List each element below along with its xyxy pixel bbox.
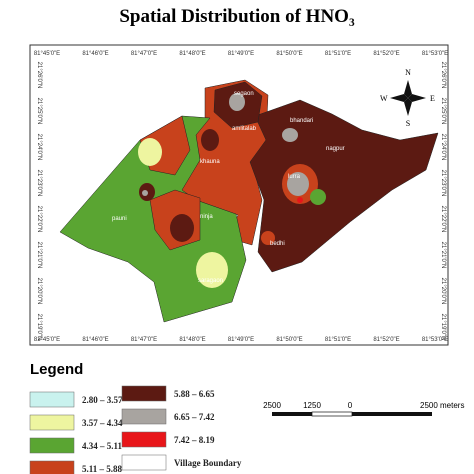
compass-n: N bbox=[405, 68, 411, 77]
legend-swatch bbox=[29, 460, 75, 474]
legend-swatch bbox=[121, 454, 167, 471]
village-label: lurra bbox=[288, 174, 301, 180]
region bbox=[249, 99, 439, 273]
village-labels: segaon amlitalab khauna bhandari lurra nagpur… bbox=[112, 91, 345, 284]
lat-label: 21°22'0"N bbox=[36, 206, 42, 233]
legend-swatch bbox=[29, 414, 75, 431]
lat-label: 21°19'0"N bbox=[36, 314, 42, 341]
lat-label: 21°26'0"N bbox=[36, 62, 42, 89]
lon-label: 81°49'0"E bbox=[228, 51, 254, 57]
zone bbox=[261, 231, 275, 245]
village-label: ninja bbox=[200, 214, 213, 220]
zone bbox=[170, 214, 194, 242]
title: Spatial Distribution of HNO₃ bbox=[119, 6, 355, 27]
zone bbox=[138, 138, 162, 166]
lon-label: 81°48'0"E bbox=[179, 337, 205, 343]
lon-label: 81°53'0"E bbox=[422, 337, 448, 343]
village-label: amlitalab bbox=[232, 126, 257, 132]
legend-label: 3.57 – 4.34 bbox=[82, 418, 123, 428]
scale-seg bbox=[311, 411, 353, 417]
zone bbox=[201, 129, 219, 151]
legend-swatch bbox=[121, 431, 167, 448]
lat-label: 21°23'0"N bbox=[440, 170, 446, 197]
arrow bbox=[404, 98, 412, 116]
legend: 2.80 – 3.57 3.57 – 4.34 4.34 – 5.11 5.11 – … bbox=[29, 385, 242, 474]
lon-label: 81°50'0"E bbox=[276, 51, 302, 57]
zone bbox=[297, 197, 303, 203]
lon-label: 81°51'0"E bbox=[325, 51, 351, 57]
lon-label: 81°49'0"E bbox=[228, 337, 254, 343]
lat-label: 21°26'0"N bbox=[440, 62, 446, 89]
scale-label: 2500 bbox=[263, 401, 281, 410]
legend-label: 6.65 – 7.42 bbox=[174, 412, 215, 422]
lon-label: 81°47'0"E bbox=[131, 337, 157, 343]
lon-label: 81°52'0"E bbox=[373, 51, 399, 57]
lon-label: 81°46'0"E bbox=[82, 337, 108, 343]
north-arrow: N S E W bbox=[380, 68, 435, 128]
lat-label: 21°20'0"N bbox=[36, 278, 42, 305]
zone bbox=[310, 189, 326, 205]
lat-label: 21°21'0"N bbox=[440, 242, 446, 269]
zone bbox=[282, 128, 298, 142]
arrow bbox=[404, 80, 412, 98]
lat-label: 21°22'0"N bbox=[440, 206, 446, 233]
lon-label: 81°53'0"E bbox=[422, 51, 448, 57]
lon-label: 81°47'0"E bbox=[131, 51, 157, 57]
village-label: pauni bbox=[112, 216, 127, 222]
village-label: segaon bbox=[234, 91, 254, 97]
lon-label: 81°48'0"E bbox=[179, 51, 205, 57]
zone bbox=[142, 190, 148, 196]
arrow bbox=[408, 94, 426, 102]
graticule-labels: 81°45'0"E 81°45'0"E 81°46'0"E 81°46'0"E 81°4… bbox=[34, 51, 448, 343]
lon-label: 81°45'0"E bbox=[34, 337, 60, 343]
lat-label: 21°24'0"N bbox=[36, 134, 42, 161]
legend-label: 5.88 – 6.65 bbox=[174, 389, 215, 399]
legend-label: 4.34 – 5.11 bbox=[82, 441, 123, 451]
village-label: khauna bbox=[200, 159, 220, 165]
scale-label: 0 bbox=[348, 401, 353, 410]
scale-bar: 2500 1250 0 2500 meters bbox=[263, 401, 464, 417]
zone bbox=[196, 252, 228, 288]
lon-label: 81°46'0"E bbox=[82, 51, 108, 57]
lat-label: 21°24'0"N bbox=[440, 134, 446, 161]
lon-label: 81°45'0"E bbox=[34, 51, 60, 57]
lon-label: 81°51'0"E bbox=[325, 337, 351, 343]
scale-seg bbox=[352, 412, 432, 416]
legend-title: Legend bbox=[30, 361, 83, 378]
arrow bbox=[390, 94, 408, 102]
scale-label: 1250 bbox=[303, 401, 321, 410]
lat-label: 21°19'0"N bbox=[440, 314, 446, 341]
legend-label: 7.42 – 8.19 bbox=[174, 435, 215, 445]
legend-swatch bbox=[29, 437, 75, 454]
zone bbox=[287, 172, 309, 196]
lat-label: 21°25'0"N bbox=[440, 98, 446, 125]
map-regions bbox=[59, 79, 439, 323]
village-label: nagpur bbox=[326, 146, 345, 152]
compass-w: W bbox=[380, 94, 388, 103]
lat-label: 21°25'0"N bbox=[36, 98, 42, 125]
scale-label: 2500 meters bbox=[420, 401, 464, 410]
legend-label: 5.11 – 5.88 bbox=[82, 464, 123, 474]
legend-label: 2.80 – 3.57 bbox=[82, 395, 123, 405]
lat-label: 21°23'0"N bbox=[36, 170, 42, 197]
scale-seg bbox=[272, 412, 312, 416]
compass-s: S bbox=[406, 119, 410, 128]
village-label: bedhi bbox=[270, 241, 285, 247]
lat-label: 21°21'0"N bbox=[36, 242, 42, 269]
compass-e: E bbox=[430, 94, 435, 103]
legend-swatch bbox=[121, 408, 167, 425]
legend-swatch bbox=[29, 391, 75, 408]
village-label: bhandari bbox=[290, 118, 313, 124]
zone bbox=[229, 93, 245, 111]
lon-label: 81°50'0"E bbox=[276, 337, 302, 343]
legend-label: Village Boundary bbox=[174, 458, 242, 468]
village-label: saragaon bbox=[198, 278, 223, 284]
legend-swatch bbox=[121, 385, 167, 402]
lat-label: 21°20'0"N bbox=[440, 278, 446, 305]
lon-label: 81°52'0"E bbox=[373, 337, 399, 343]
